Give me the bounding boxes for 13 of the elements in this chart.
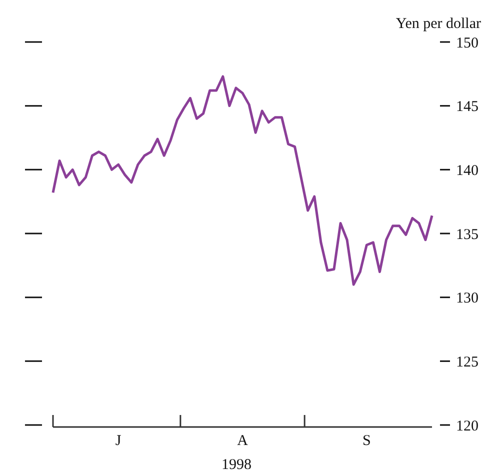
x-tick-label: A <box>237 433 248 449</box>
x-tick-label: S <box>362 433 371 449</box>
y-tick-label: 150 <box>456 35 478 52</box>
y-tick-label: 120 <box>456 418 478 434</box>
y-axis-title: Yen per dollar <box>396 16 481 32</box>
y-tick-label: 130 <box>456 290 478 307</box>
x-tick-label: J <box>115 433 122 449</box>
line-series <box>52 75 434 286</box>
y-tick-label: 140 <box>456 162 478 179</box>
y-tick-label: 125 <box>456 354 478 370</box>
y-tick-label: 135 <box>456 226 478 243</box>
x-axis-title: 1998 <box>222 457 252 471</box>
y-tick-label: 145 <box>456 99 478 116</box>
